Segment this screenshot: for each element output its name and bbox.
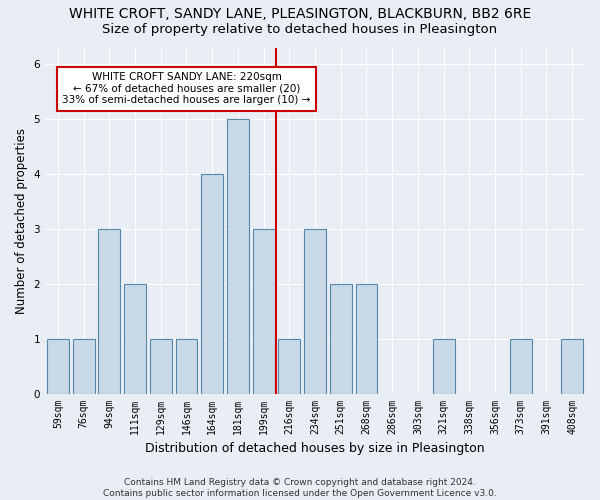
Bar — [227, 119, 249, 394]
Bar — [304, 229, 326, 394]
Bar — [73, 338, 95, 394]
Bar — [510, 338, 532, 394]
Bar — [201, 174, 223, 394]
Bar — [47, 338, 69, 394]
Bar — [433, 338, 455, 394]
Text: WHITE CROFT, SANDY LANE, PLEASINGTON, BLACKBURN, BB2 6RE: WHITE CROFT, SANDY LANE, PLEASINGTON, BL… — [69, 8, 531, 22]
Bar — [278, 338, 300, 394]
X-axis label: Distribution of detached houses by size in Pleasington: Distribution of detached houses by size … — [145, 442, 485, 455]
Bar — [124, 284, 146, 394]
Bar — [330, 284, 352, 394]
Text: WHITE CROFT SANDY LANE: 220sqm
← 67% of detached houses are smaller (20)
33% of : WHITE CROFT SANDY LANE: 220sqm ← 67% of … — [62, 72, 311, 106]
Bar — [253, 229, 275, 394]
Text: Contains HM Land Registry data © Crown copyright and database right 2024.
Contai: Contains HM Land Registry data © Crown c… — [103, 478, 497, 498]
Bar — [150, 338, 172, 394]
Bar — [356, 284, 377, 394]
Bar — [98, 229, 120, 394]
Bar — [561, 338, 583, 394]
Bar — [176, 338, 197, 394]
Y-axis label: Number of detached properties: Number of detached properties — [15, 128, 28, 314]
Text: Size of property relative to detached houses in Pleasington: Size of property relative to detached ho… — [103, 22, 497, 36]
